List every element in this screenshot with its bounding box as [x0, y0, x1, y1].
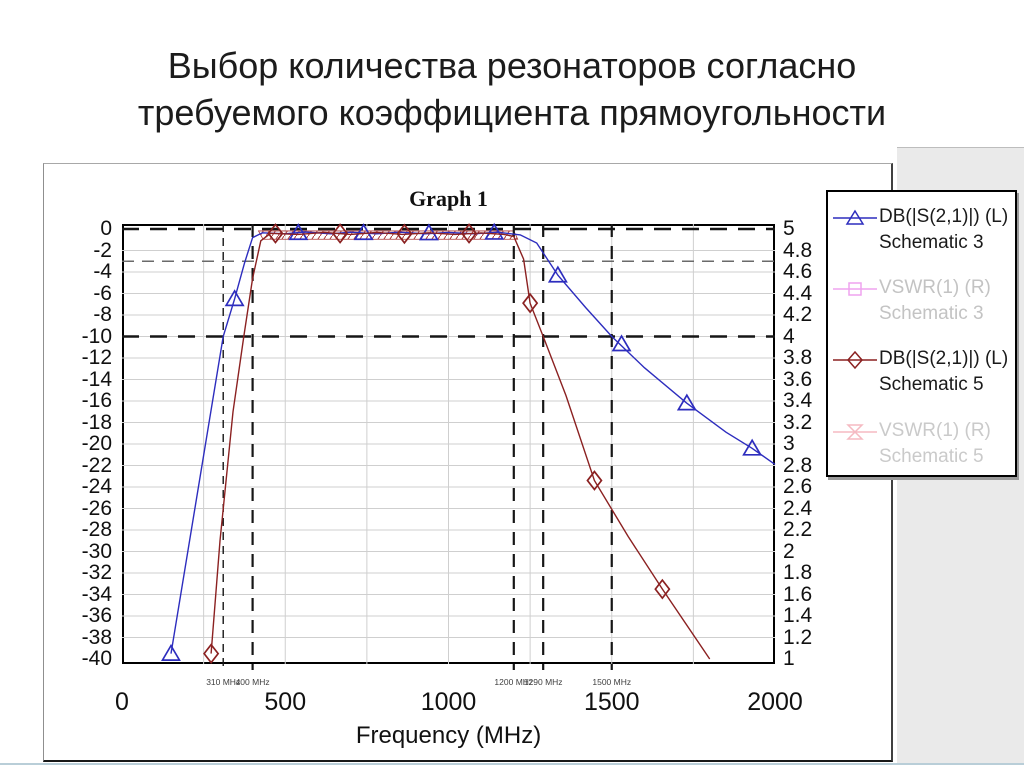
chart-legend: DB(|S(2,1)|) (L) Schematic 3 VSWR(1) (R)…	[826, 190, 1017, 477]
slide-title-line2: требуемого коэффициента прямоугольности	[137, 92, 887, 133]
slide-title: Выбор количества резонаторов согласно тр…	[0, 42, 1024, 136]
slide-title-line1: Выбор количества резонаторов согласно	[167, 45, 857, 86]
legend-item-db-s21-schematic-5: DB(|S(2,1)|) (L) Schematic 5	[833, 346, 1008, 398]
legend-item-vswr-schematic-5: VSWR(1) (R) Schematic 5	[833, 418, 991, 470]
legend-marker-bowtie-icon	[833, 424, 877, 440]
legend-label: DB(|S(2,1)|) (L)	[879, 206, 1009, 227]
legend-sublabel: Schematic 5	[879, 446, 984, 467]
graph-title: Graph 1	[409, 186, 488, 211]
legend-marker-diamond-icon	[833, 350, 877, 370]
legend-item-db-s21-schematic-3: DB(|S(2,1)|) (L) Schematic 3	[833, 204, 1008, 256]
legend-marker-square-icon	[833, 282, 877, 296]
legend-label: DB(|S(2,1)|) (L)	[879, 348, 1009, 369]
chart-plot	[122, 222, 776, 670]
legend-sublabel: Schematic 3	[879, 303, 984, 324]
legend-marker-triangle-icon	[833, 209, 877, 225]
legend-sublabel: Schematic 3	[879, 232, 984, 253]
legend-label: VSWR(1) (R)	[879, 277, 991, 298]
legend-item-vswr-schematic-3: VSWR(1) (R) Schematic 3	[833, 275, 991, 327]
legend-label: VSWR(1) (R)	[879, 420, 991, 441]
legend-sublabel: Schematic 5	[879, 374, 984, 395]
x-axis-title: Frequency (MHz)	[355, 722, 542, 749]
slide-bottom-rule	[0, 763, 1024, 765]
